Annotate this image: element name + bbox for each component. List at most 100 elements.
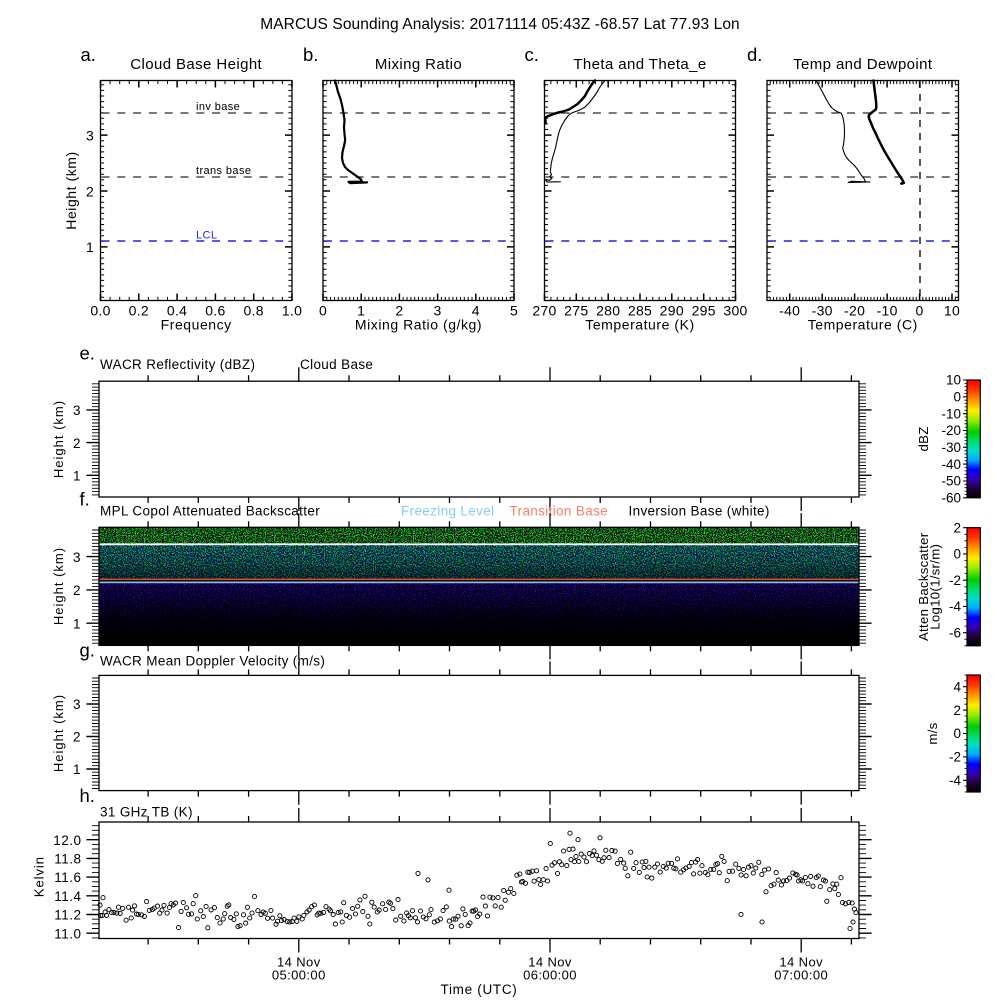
svg-text:WACR Mean Doppler Velocity (m/: WACR Mean Doppler Velocity (m/s)	[100, 654, 325, 669]
svg-text:trans base: trans base	[196, 165, 251, 177]
svg-text:-30: -30	[812, 303, 833, 319]
svg-text:0.0: 0.0	[90, 303, 110, 319]
svg-text:-20: -20	[941, 423, 961, 438]
svg-text:300: 300	[723, 303, 747, 319]
svg-text:-2: -2	[949, 573, 961, 588]
svg-text:LCL: LCL	[196, 230, 217, 242]
svg-text:-4: -4	[949, 599, 961, 614]
svg-text:-6: -6	[949, 625, 961, 640]
svg-text:5: 5	[510, 303, 518, 319]
svg-text:14 Nov: 14 Nov	[528, 955, 572, 970]
svg-text:11.2: 11.2	[54, 908, 81, 923]
svg-text:dBZ: dBZ	[916, 426, 931, 451]
svg-text:Height (km): Height (km)	[63, 151, 79, 229]
svg-text:31 GHz TB (K): 31 GHz TB (K)	[100, 805, 193, 820]
svg-text:-40: -40	[779, 303, 800, 319]
svg-text:MARCUS Sounding Analysis: 2017: MARCUS Sounding Analysis: 20171114 05:43…	[260, 16, 740, 33]
svg-text:Temperature (K): Temperature (K)	[585, 317, 694, 333]
svg-text:2: 2	[953, 520, 961, 535]
svg-text:07:00:00: 07:00:00	[774, 968, 828, 983]
svg-text:0: 0	[916, 303, 924, 319]
svg-text:12.0: 12.0	[53, 833, 81, 848]
svg-text:2: 2	[73, 436, 81, 451]
svg-text:270: 270	[532, 303, 556, 319]
svg-text:Cloud Base: Cloud Base	[300, 357, 373, 372]
svg-text:Freezing Level: Freezing Level	[401, 504, 494, 519]
svg-text:290: 290	[660, 303, 684, 319]
svg-text:Inversion Base (white): Inversion Base (white)	[629, 504, 770, 519]
svg-text:-30: -30	[941, 440, 961, 455]
svg-text:2: 2	[73, 730, 81, 745]
svg-text:Log10(1/sr/m): Log10(1/sr/m)	[928, 544, 943, 630]
svg-text:2: 2	[73, 583, 81, 598]
svg-text:06:00:00: 06:00:00	[523, 968, 577, 983]
svg-text:Frequency: Frequency	[161, 317, 232, 333]
svg-text:2: 2	[953, 703, 961, 718]
svg-text:11.0: 11.0	[54, 926, 81, 941]
svg-text:0: 0	[319, 303, 327, 319]
svg-text:11.6: 11.6	[54, 870, 81, 885]
svg-text:Cloud Base Height: Cloud Base Height	[130, 56, 262, 73]
svg-text:1: 1	[73, 469, 81, 484]
svg-text:g.: g.	[80, 640, 95, 661]
svg-text:Atten Backscatter: Atten Backscatter	[916, 532, 931, 641]
svg-text:2: 2	[86, 183, 94, 199]
svg-text:0.6: 0.6	[205, 303, 225, 319]
svg-text:05:00:00: 05:00:00	[272, 968, 326, 983]
svg-text:11.4: 11.4	[54, 889, 81, 904]
svg-text:1: 1	[357, 303, 365, 319]
svg-text:10: 10	[946, 373, 961, 388]
svg-text:0.4: 0.4	[167, 303, 187, 319]
svg-text:WACR Reflectivity (dBZ): WACR Reflectivity (dBZ)	[100, 357, 255, 372]
svg-text:f.: f.	[80, 489, 90, 510]
svg-text:Height (km): Height (km)	[51, 694, 66, 772]
svg-text:Temp and Dewpoint: Temp and Dewpoint	[793, 56, 933, 73]
svg-text:-4: -4	[949, 773, 961, 788]
svg-text:0: 0	[953, 547, 961, 562]
svg-text:e.: e.	[80, 343, 95, 364]
svg-text:10: 10	[944, 303, 960, 319]
svg-text:-40: -40	[941, 457, 961, 472]
svg-text:Mixing Ratio: Mixing Ratio	[375, 56, 462, 73]
svg-text:3: 3	[73, 550, 81, 565]
svg-text:3: 3	[86, 127, 94, 143]
svg-text:-20: -20	[844, 303, 865, 319]
svg-text:Temperature (C): Temperature (C)	[808, 317, 918, 333]
svg-text:0.8: 0.8	[244, 303, 264, 319]
svg-text:3: 3	[434, 303, 442, 319]
svg-text:14 Nov: 14 Nov	[277, 955, 321, 970]
svg-text:-60: -60	[941, 491, 961, 506]
svg-text:a.: a.	[81, 44, 96, 65]
svg-text:0.2: 0.2	[129, 303, 149, 319]
svg-text:4: 4	[953, 679, 961, 694]
svg-text:11.8: 11.8	[54, 852, 81, 867]
svg-text:-10: -10	[877, 303, 898, 319]
svg-text:3: 3	[73, 403, 81, 418]
svg-text:Kelvin: Kelvin	[32, 856, 47, 897]
svg-text:Theta and Theta_e: Theta and Theta_e	[573, 56, 706, 73]
svg-text:m/s: m/s	[925, 722, 940, 744]
svg-text:0: 0	[953, 726, 961, 741]
svg-text:-50: -50	[941, 474, 961, 489]
svg-text:0: 0	[953, 390, 961, 405]
svg-text:-2: -2	[949, 750, 961, 765]
svg-text:14 Nov: 14 Nov	[779, 955, 823, 970]
svg-text:2: 2	[395, 303, 403, 319]
svg-text:b.: b.	[303, 44, 318, 65]
svg-text:d.: d.	[747, 44, 762, 65]
svg-text:Height (km): Height (km)	[51, 400, 66, 478]
svg-text:MPL Copol Attenuated Backscatt: MPL Copol Attenuated Backscatter	[100, 504, 320, 519]
svg-text:Mixing Ratio (g/kg): Mixing Ratio (g/kg)	[355, 317, 482, 333]
svg-text:Transition Base: Transition Base	[510, 504, 609, 519]
svg-text:1: 1	[86, 239, 94, 255]
svg-text:280: 280	[596, 303, 620, 319]
svg-text:c.: c.	[525, 44, 539, 65]
svg-text:295: 295	[692, 303, 716, 319]
svg-text:4: 4	[472, 303, 480, 319]
svg-text:inv base: inv base	[196, 101, 240, 113]
svg-text:275: 275	[564, 303, 588, 319]
svg-text:-10: -10	[941, 406, 961, 421]
svg-text:1.0: 1.0	[282, 303, 302, 319]
svg-text:Time (UTC): Time (UTC)	[441, 982, 518, 997]
svg-text:h.: h.	[80, 785, 95, 806]
